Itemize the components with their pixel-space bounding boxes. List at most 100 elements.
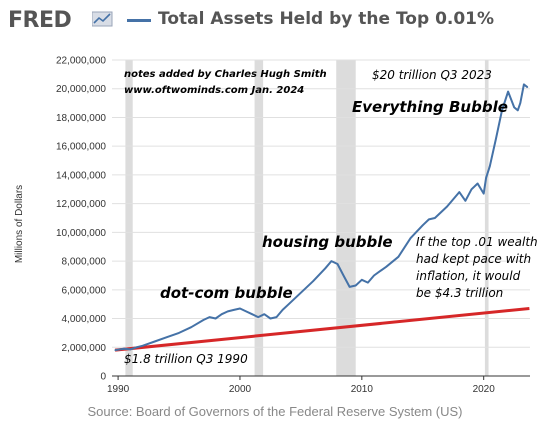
series-point-40 bbox=[428, 218, 430, 221]
annotation-housing-bubble: housing bubble bbox=[262, 233, 393, 251]
series-point-27 bbox=[330, 260, 332, 262]
series-point-55 bbox=[519, 102, 521, 104]
series-point-3 bbox=[135, 346, 137, 348]
series-point-18 bbox=[257, 316, 259, 318]
series-point-0 bbox=[114, 349, 116, 351]
legend-series-swatch bbox=[127, 19, 151, 22]
recession-band-0 bbox=[125, 60, 133, 376]
chart-title: Total Assets Held by the Top 0.01% bbox=[158, 9, 495, 29]
series-point-2 bbox=[129, 348, 131, 351]
annotation-dotcom-bubble: dot-com bubble bbox=[160, 284, 293, 302]
series-point-54 bbox=[517, 109, 519, 111]
annotation-everything-bubble: Everything Bubble bbox=[352, 98, 508, 116]
series-point-37 bbox=[397, 256, 399, 258]
series-point-9 bbox=[202, 319, 204, 321]
x-tick-label-0: 1990 bbox=[107, 384, 130, 395]
series-point-15 bbox=[239, 307, 241, 310]
annotation-q3-1990: $1.8 trillion Q3 1990 bbox=[124, 352, 248, 366]
y-tick-label-1: 2,000,000 bbox=[62, 343, 107, 354]
series-point-36 bbox=[385, 266, 387, 268]
series-point-53 bbox=[513, 106, 515, 108]
series-point-50 bbox=[495, 138, 497, 140]
series-point-10 bbox=[208, 316, 211, 318]
chart-plot: 0 2,000,000 4,000,000 6,000,000 8,000,000 10,… bbox=[14, 56, 538, 396]
annotation-inflation-1: If the top .01 wealth bbox=[416, 235, 538, 249]
y-tick-label-0: 0 bbox=[100, 372, 106, 383]
recession-band-2 bbox=[336, 60, 356, 376]
annotation-q3-2023: $20 trillion Q3 2023 bbox=[372, 68, 492, 82]
series-point-38 bbox=[409, 237, 412, 239]
series-point-21 bbox=[275, 316, 278, 318]
y-tick-label-2: 4,000,000 bbox=[62, 314, 107, 325]
series-point-57 bbox=[526, 86, 529, 88]
series-point-46 bbox=[476, 182, 479, 185]
annotation-notes-url: www.oftwominds.com Jan. 2024 bbox=[124, 85, 304, 96]
series-point-20 bbox=[269, 317, 272, 320]
x-axis-ticks: 1990 2000 2010 2020 bbox=[107, 376, 495, 395]
chart-source: Source: Board of Governors of the Federa… bbox=[87, 404, 463, 419]
series-point-29 bbox=[342, 274, 345, 277]
series-point-24 bbox=[300, 292, 302, 294]
series-point-32 bbox=[361, 279, 363, 281]
series-point-17 bbox=[251, 313, 253, 315]
series-point-30 bbox=[349, 286, 351, 288]
series-point-22 bbox=[282, 309, 284, 311]
y-tick-label-4: 8,000,000 bbox=[62, 257, 107, 268]
y-tick-label-3: 6,000,000 bbox=[62, 285, 107, 296]
y-tick-label-8: 16,000,000 bbox=[56, 142, 106, 153]
series-point-5 bbox=[154, 340, 156, 343]
series-point-31 bbox=[355, 284, 357, 287]
series-point-28 bbox=[336, 263, 339, 265]
series-point-26 bbox=[324, 267, 326, 269]
series-point-8 bbox=[190, 326, 192, 328]
recession-bands bbox=[125, 60, 489, 376]
series-point-33 bbox=[367, 282, 369, 284]
y-tick-label-11: 22,000,000 bbox=[56, 56, 106, 67]
y-axis-ticks: 0 2,000,000 4,000,000 6,000,000 8,000,000 10,… bbox=[56, 56, 107, 383]
series-polyline bbox=[114, 83, 529, 352]
series-point-12 bbox=[221, 313, 223, 315]
annotation-inflation-2: had kept pace with bbox=[416, 252, 531, 266]
series-point-47 bbox=[483, 192, 485, 195]
y-tick-label-5: 10,000,000 bbox=[56, 228, 106, 239]
x-tick-label-3: 2020 bbox=[473, 384, 496, 395]
annotation-inflation-3: inflation, it would bbox=[416, 269, 521, 283]
inflation-trend-line bbox=[114, 306, 530, 352]
series-point-25 bbox=[312, 280, 314, 282]
series-point-4 bbox=[141, 345, 144, 347]
y-axis-label: Millions of Dollars bbox=[14, 185, 25, 263]
series-point-39 bbox=[422, 224, 424, 226]
series-point-23 bbox=[288, 303, 290, 305]
recession-band-1 bbox=[254, 60, 264, 376]
series-point-43 bbox=[458, 191, 460, 193]
y-tick-label-10: 20,000,000 bbox=[56, 84, 106, 95]
y-tick-label-7: 14,000,000 bbox=[56, 170, 106, 181]
series-point-56 bbox=[523, 83, 525, 86]
y-tick-label-6: 12,000,000 bbox=[56, 199, 106, 210]
series-point-14 bbox=[233, 309, 235, 311]
chart-logo-icon bbox=[92, 11, 113, 27]
series-point-41 bbox=[434, 217, 436, 219]
series-point-34 bbox=[373, 274, 375, 277]
annotation-notes: notes added by Charles Hugh Smith bbox=[124, 69, 327, 80]
series-point-52 bbox=[507, 91, 509, 93]
chart-header: FRED Total Assets Held by the Top 0.01% bbox=[0, 0, 550, 44]
annotation-inflation-4: be $4.3 trillion bbox=[416, 286, 503, 300]
series-point-45 bbox=[470, 188, 473, 190]
series-point-11 bbox=[214, 317, 217, 320]
recession-band-3 bbox=[484, 60, 489, 376]
series-point-42 bbox=[446, 205, 448, 208]
series-point-48 bbox=[485, 177, 487, 179]
series-point-35 bbox=[379, 270, 381, 272]
series-point-51 bbox=[501, 109, 503, 111]
series-point-44 bbox=[464, 200, 467, 202]
series-point-6 bbox=[166, 336, 168, 338]
series-point-13 bbox=[227, 310, 229, 312]
x-tick-label-2: 2010 bbox=[351, 384, 374, 395]
fred-logo[interactable]: FRED bbox=[8, 8, 72, 33]
series-line bbox=[114, 83, 529, 352]
series-point-16 bbox=[245, 310, 247, 312]
series-point-49 bbox=[489, 165, 491, 167]
series-point-1 bbox=[123, 348, 125, 350]
y-tick-label-9: 18,000,000 bbox=[56, 113, 106, 124]
